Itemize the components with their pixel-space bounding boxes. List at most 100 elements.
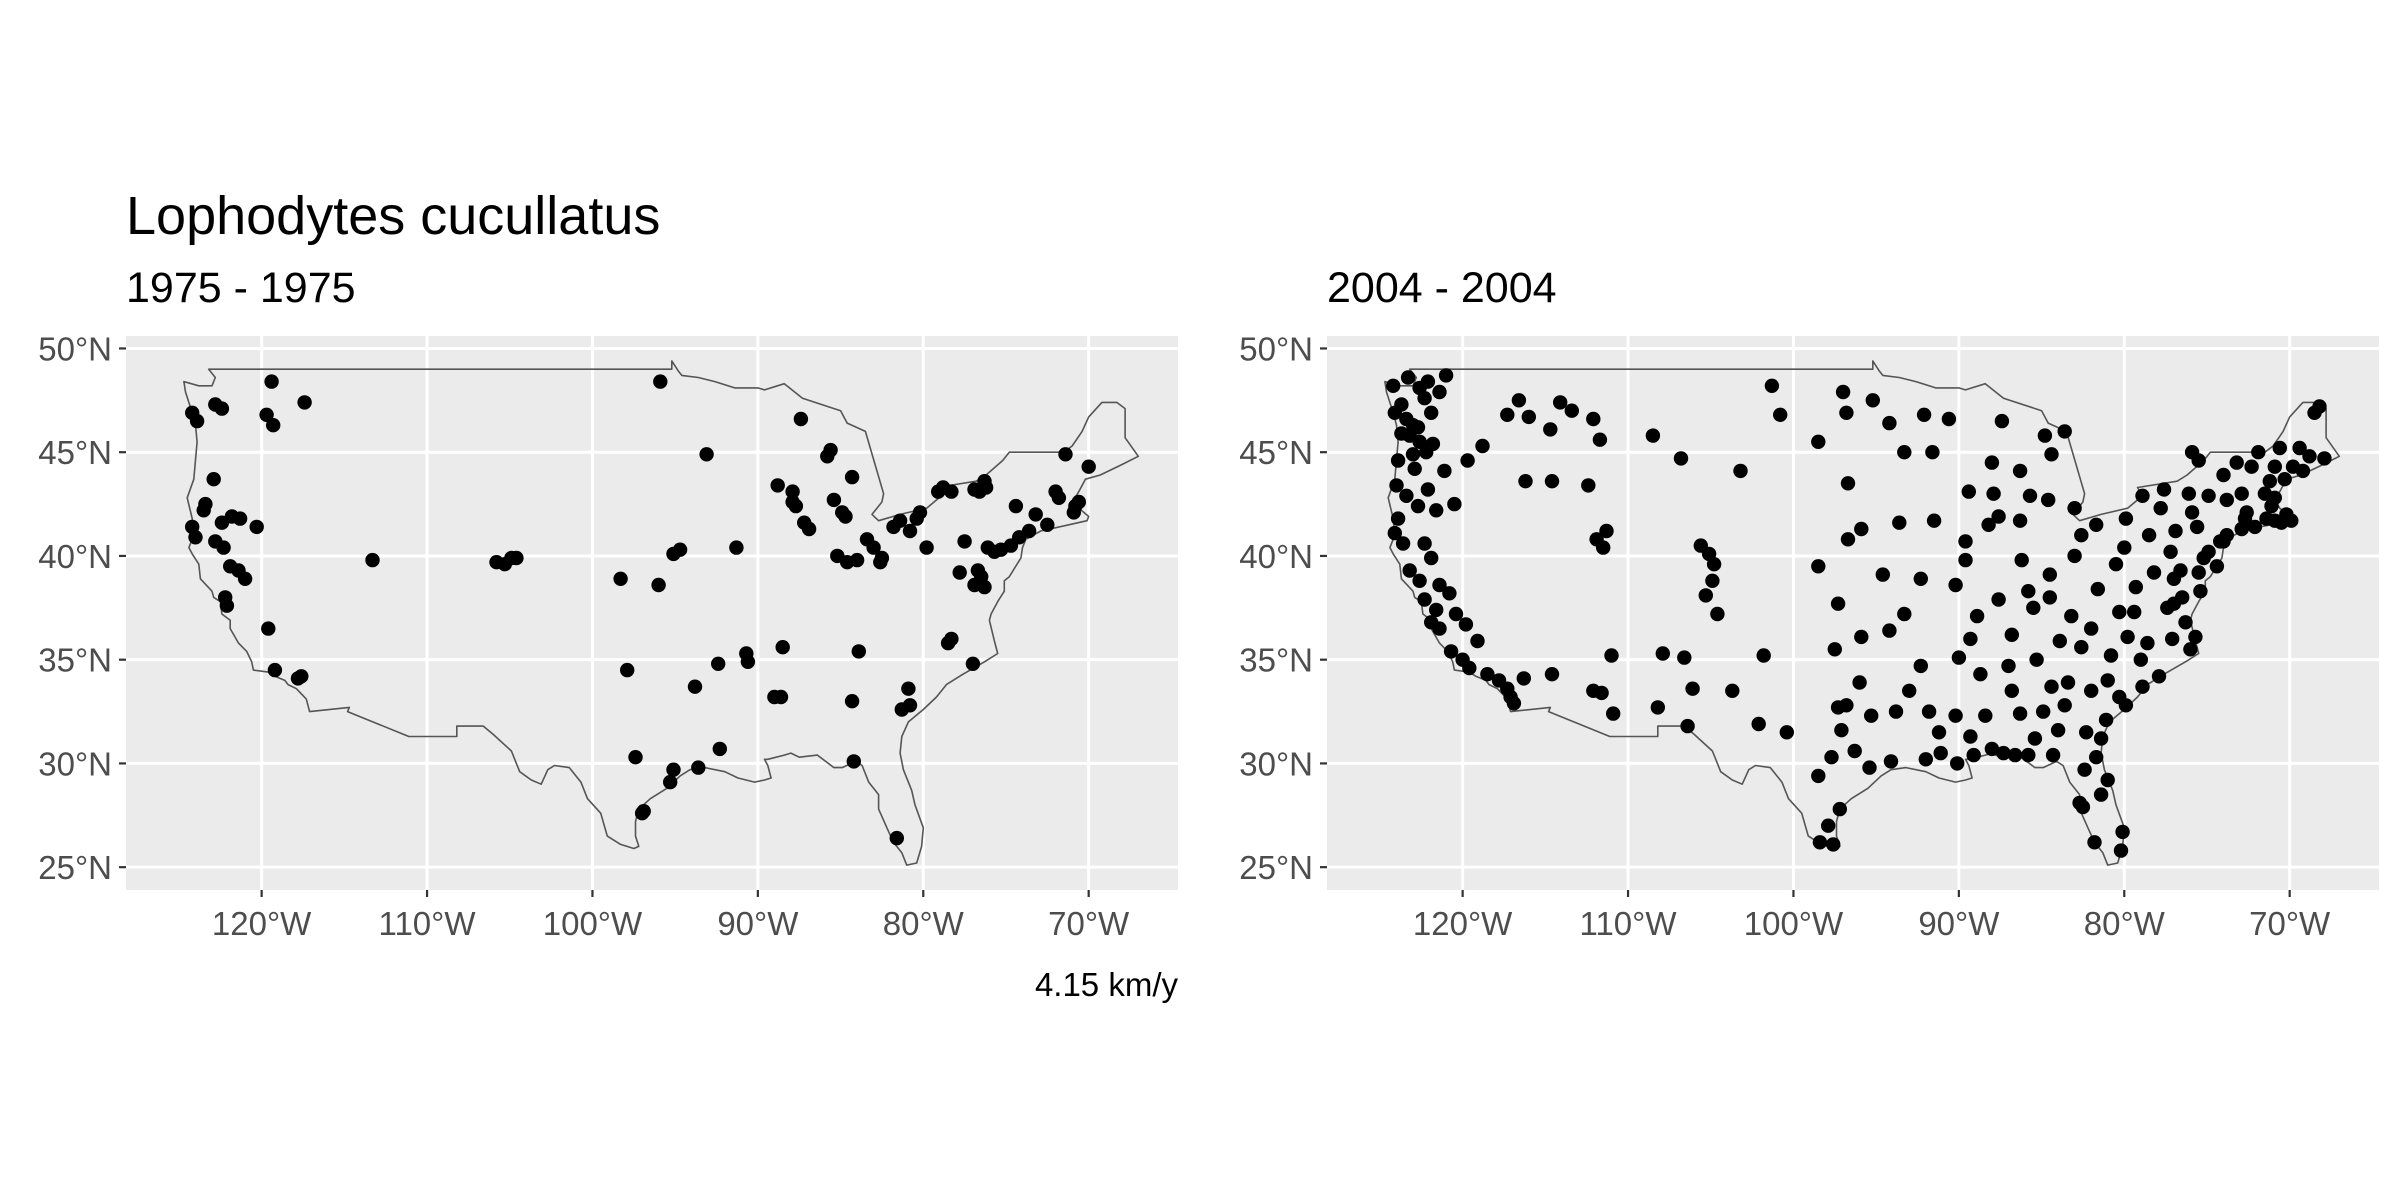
occurrence-point — [2044, 447, 2059, 462]
occurrence-point — [1040, 517, 1055, 532]
panel-subtitle: 2004 - 2004 — [1327, 264, 1557, 312]
occurrence-point — [1521, 409, 1537, 425]
occurrence-point — [1725, 683, 1740, 698]
occurrence-point — [1429, 602, 1444, 618]
x-tick-label: 80°W — [2084, 905, 2166, 942]
occurrence-point — [2026, 600, 2041, 615]
occurrence-point — [1417, 536, 1432, 551]
occurrence-point — [1470, 633, 1485, 649]
occurrence-point — [1984, 741, 2000, 757]
occurrence-point — [1830, 596, 1846, 611]
y-tick-label: 45°N — [1239, 434, 1313, 471]
occurrence-point — [1417, 592, 1432, 607]
occurrence-point — [1606, 706, 1621, 721]
occurrence-point — [2135, 488, 2150, 503]
occurrence-point — [1882, 415, 1897, 431]
occurrence-point — [2262, 474, 2277, 489]
occurrence-point — [788, 498, 804, 514]
occurrence-point — [1978, 708, 1993, 723]
x-axis: 120°W 110°W 100°W 90°W 80°W 70°W — [212, 890, 1130, 942]
x-tick-label: 80°W — [883, 905, 965, 942]
panel-background — [126, 336, 1178, 890]
occurrence-point — [2267, 459, 2282, 474]
occurrence-point — [2093, 731, 2109, 746]
occurrence-point — [1407, 461, 1422, 476]
occurrence-point — [2042, 590, 2057, 605]
occurrence-point — [1925, 445, 1940, 460]
caption: 4.15 km/y — [1035, 966, 1179, 1003]
occurrence-point — [1058, 447, 1073, 462]
occurrence-point — [267, 662, 283, 678]
occurrence-point — [249, 519, 264, 535]
occurrence-point — [2022, 488, 2038, 503]
x-tick-label: 70°W — [2249, 905, 2331, 942]
occurrence-point — [1963, 729, 1978, 744]
occurrence-point — [2004, 683, 2020, 698]
occurrence-point — [919, 540, 934, 555]
occurrence-point — [1387, 525, 1403, 541]
occurrence-point — [2219, 492, 2234, 508]
occurrence-points — [185, 374, 1096, 846]
y-tick-label: 25°N — [1239, 849, 1313, 886]
occurrence-point — [2151, 669, 2167, 684]
occurrence-point — [1821, 818, 1836, 833]
occurrence-point — [2317, 451, 2332, 466]
y-tick-label: 35°N — [1239, 642, 1313, 679]
occurrence-point — [2118, 511, 2134, 526]
occurrence-point — [2133, 652, 2148, 667]
occurrence-point — [978, 480, 994, 495]
occurrence-point — [967, 577, 982, 593]
x-tick-label: 100°W — [543, 905, 643, 942]
occurrence-point — [1773, 407, 1788, 422]
occurrence-point — [1543, 422, 1558, 437]
occurrence-point — [297, 395, 312, 410]
occurrence-point — [1824, 750, 1839, 765]
occurrence-point — [2312, 399, 2327, 414]
occurrence-point — [1516, 671, 1532, 686]
occurrence-point — [775, 640, 790, 655]
occurrence-points — [1386, 368, 2332, 858]
occurrence-point — [2244, 459, 2259, 474]
occurrence-point — [2036, 704, 2051, 719]
occurrence-point — [1918, 752, 1934, 767]
x-tick-label: 70°W — [1048, 905, 1130, 942]
y-tick-label: 40°N — [1239, 538, 1313, 575]
occurrence-point — [672, 542, 688, 557]
occurrence-point — [1705, 573, 1720, 588]
occurrence-point — [2067, 548, 2082, 564]
occurrence-point — [2060, 675, 2076, 690]
y-axis: 25°N 30°N 35°N 40°N 45°N 50°N — [38, 330, 126, 886]
occurrence-point — [1973, 667, 1988, 682]
occurrence-point — [844, 694, 860, 709]
occurrence-point — [1673, 451, 1689, 466]
occurrence-point — [1390, 511, 1406, 526]
x-tick-label: 100°W — [1744, 905, 1844, 942]
occurrence-point — [2050, 723, 2066, 738]
occurrence-point — [1966, 747, 1981, 763]
occurrence-point — [2146, 565, 2162, 580]
occurrence-point — [1405, 447, 1421, 462]
occurrence-point — [2014, 552, 2029, 568]
occurrence-point — [2077, 762, 2092, 777]
occurrence-point — [2112, 689, 2127, 705]
occurrence-point — [1680, 718, 1695, 734]
occurrence-point — [1655, 646, 1671, 661]
occurrence-point — [2042, 567, 2057, 582]
occurrence-point — [2127, 604, 2142, 620]
occurrence-point — [2279, 507, 2294, 522]
occurrence-point — [2084, 621, 2099, 636]
occurrence-point — [902, 523, 918, 539]
occurrence-point — [844, 469, 860, 485]
occurrence-point — [2012, 706, 2028, 721]
occurrence-point — [1969, 608, 1985, 624]
occurrence-point — [793, 411, 809, 427]
occurrence-point — [1862, 760, 1877, 775]
occurrence-point — [1008, 498, 1024, 514]
occurrence-point — [1645, 428, 1661, 443]
occurrence-point — [1991, 592, 2006, 607]
occurrence-point — [1913, 571, 1929, 586]
occurrence-point — [1839, 405, 1854, 420]
occurrence-point — [198, 496, 213, 512]
occurrence-point — [1812, 835, 1828, 850]
